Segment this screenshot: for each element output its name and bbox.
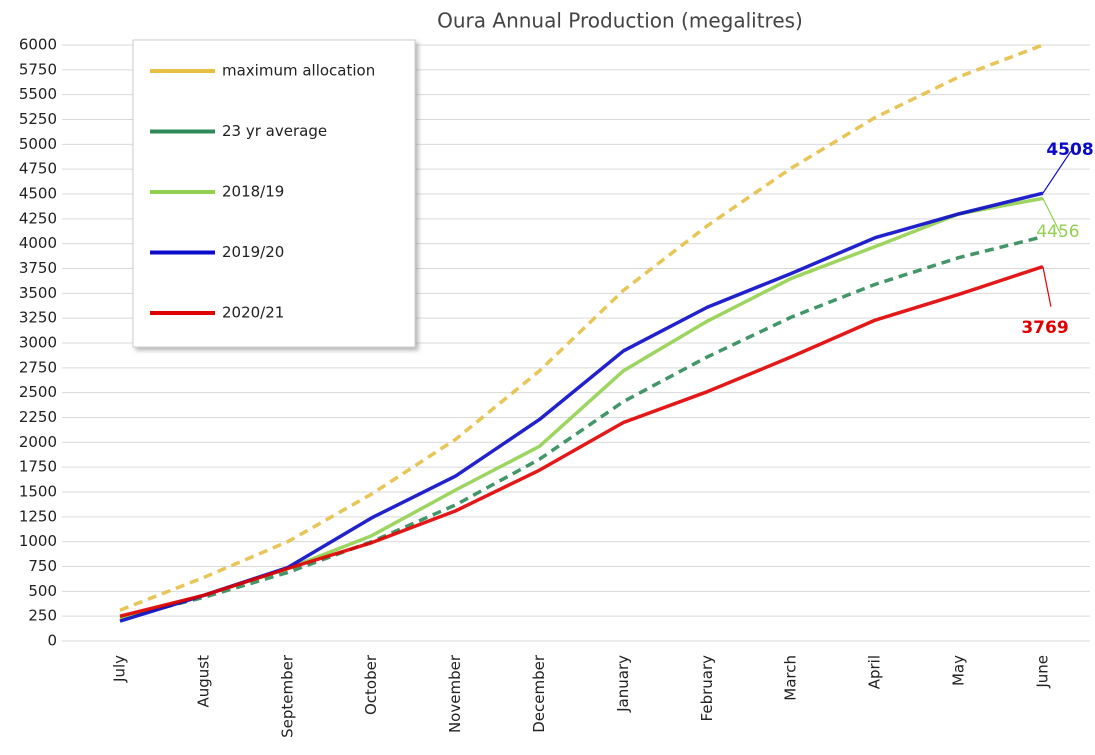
y-tick-label: 250 xyxy=(28,607,57,625)
legend-label: 2020/21 xyxy=(222,304,284,322)
data-label: 4456 xyxy=(1036,222,1079,242)
chart-title: Oura Annual Production (megalitres) xyxy=(437,9,803,33)
leader-line xyxy=(1042,150,1072,194)
x-tick-label: July xyxy=(111,655,129,683)
legend-label: 2019/20 xyxy=(222,243,284,261)
x-tick-label: June xyxy=(1033,655,1051,689)
series-line xyxy=(119,235,1044,620)
data-label: 3769 xyxy=(1021,318,1068,338)
x-tick-label: May xyxy=(950,655,968,686)
y-tick-label: 1500 xyxy=(19,483,57,501)
series-line xyxy=(119,43,1044,612)
y-tick-label: 5750 xyxy=(19,60,57,78)
x-tick-label: December xyxy=(530,654,548,733)
y-tick-label: 2000 xyxy=(19,433,57,451)
y-tick-label: 5250 xyxy=(19,110,57,128)
y-tick-label: 3250 xyxy=(19,309,57,327)
x-tick-label: October xyxy=(362,654,380,715)
y-tick-label: 3750 xyxy=(19,259,57,277)
y-tick-label: 5000 xyxy=(19,135,57,153)
y-tick-label: 1000 xyxy=(19,532,57,550)
data-label: 4508 xyxy=(1046,140,1093,160)
y-tick-label: 4250 xyxy=(19,209,57,227)
y-tick-label: 1250 xyxy=(19,507,57,525)
y-tick-label: 750 xyxy=(28,557,57,575)
y-tick-label: 3500 xyxy=(19,284,57,302)
legend-label: 2018/19 xyxy=(222,183,284,201)
x-tick-label: February xyxy=(698,655,716,722)
y-tick-label: 4500 xyxy=(19,185,57,203)
y-tick-label: 2500 xyxy=(19,383,57,401)
leader-line xyxy=(1042,198,1062,235)
y-tick-label: 6000 xyxy=(19,36,57,54)
y-tick-label: 500 xyxy=(28,582,57,600)
x-tick-label: April xyxy=(866,655,884,689)
y-tick-label: 1750 xyxy=(19,458,57,476)
leader-line xyxy=(1042,266,1052,307)
y-tick-label: 2750 xyxy=(19,358,57,376)
y-tick-label: 3000 xyxy=(19,334,57,352)
y-tick-label: 4000 xyxy=(19,234,57,252)
y-tick-label: 0 xyxy=(47,632,57,650)
x-tick-label: November xyxy=(446,654,464,733)
legend-label: 23 yr average xyxy=(222,122,327,140)
y-tick-label: 2250 xyxy=(19,408,57,426)
y-tick-label: 4750 xyxy=(19,160,57,178)
series-line xyxy=(119,264,1044,618)
x-tick-label: March xyxy=(782,655,800,701)
legend-label: maximum allocation xyxy=(222,62,375,80)
x-tick-label: August xyxy=(194,655,212,708)
x-tick-label: January xyxy=(614,655,632,713)
y-tick-label: 5500 xyxy=(19,85,57,103)
x-tick-label: September xyxy=(278,654,296,738)
